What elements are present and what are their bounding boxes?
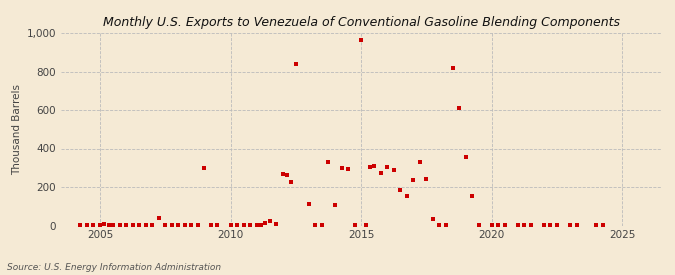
Point xyxy=(82,223,92,227)
Point xyxy=(199,166,210,170)
Point xyxy=(238,222,249,227)
Point xyxy=(212,223,223,227)
Point xyxy=(493,222,504,227)
Point xyxy=(512,223,523,227)
Point xyxy=(441,223,452,227)
Point xyxy=(402,194,412,199)
Point xyxy=(173,223,184,227)
Point xyxy=(526,223,537,227)
Point xyxy=(251,223,262,227)
Point xyxy=(304,202,315,206)
Point xyxy=(473,222,484,227)
Point xyxy=(153,216,164,221)
Point xyxy=(180,223,190,227)
Point xyxy=(265,219,275,224)
Point xyxy=(454,106,464,110)
Point xyxy=(545,223,556,227)
Point xyxy=(427,217,438,222)
Point xyxy=(395,188,406,192)
Point xyxy=(95,222,105,227)
Point xyxy=(565,223,576,227)
Point xyxy=(127,222,138,227)
Point xyxy=(114,223,125,227)
Point xyxy=(388,168,399,172)
Point xyxy=(329,202,340,207)
Point xyxy=(551,222,562,227)
Point xyxy=(192,223,203,227)
Text: Source: U.S. Energy Information Administration: Source: U.S. Energy Information Administ… xyxy=(7,263,221,272)
Point xyxy=(382,165,393,170)
Point xyxy=(343,166,354,171)
Point xyxy=(369,164,379,168)
Point xyxy=(597,223,608,227)
Point xyxy=(336,166,347,170)
Point xyxy=(356,37,367,42)
Point xyxy=(232,223,242,227)
Point xyxy=(317,223,327,227)
Point xyxy=(591,223,601,227)
Point xyxy=(519,222,530,227)
Point xyxy=(486,222,497,227)
Point xyxy=(75,223,86,227)
Point xyxy=(323,160,334,164)
Point xyxy=(260,220,271,225)
Point xyxy=(166,223,177,227)
Point xyxy=(121,223,132,227)
Point xyxy=(206,223,217,227)
Point xyxy=(447,65,458,70)
Point xyxy=(466,194,477,199)
Point xyxy=(186,223,196,227)
Point xyxy=(375,170,386,175)
Point xyxy=(310,222,321,227)
Point xyxy=(286,180,297,184)
Point xyxy=(99,222,110,226)
Point xyxy=(281,173,292,177)
Point xyxy=(140,223,151,227)
Point xyxy=(107,223,118,227)
Point xyxy=(349,223,360,227)
Y-axis label: Thousand Barrels: Thousand Barrels xyxy=(12,84,22,175)
Point xyxy=(256,222,267,227)
Point xyxy=(360,223,371,227)
Point xyxy=(290,62,301,66)
Point xyxy=(408,177,418,182)
Point xyxy=(146,223,157,227)
Point xyxy=(414,160,425,164)
Point xyxy=(364,164,375,169)
Point xyxy=(460,154,471,159)
Point xyxy=(277,172,288,177)
Point xyxy=(421,177,432,181)
Point xyxy=(134,223,144,227)
Point xyxy=(225,223,236,227)
Point xyxy=(245,222,256,227)
Point xyxy=(88,223,99,227)
Point xyxy=(160,223,171,227)
Point xyxy=(539,223,549,227)
Title: Monthly U.S. Exports to Venezuela of Conventional Gasoline Blending Components: Monthly U.S. Exports to Venezuela of Con… xyxy=(103,16,620,29)
Point xyxy=(571,223,582,227)
Point xyxy=(434,222,445,227)
Point xyxy=(500,222,510,227)
Point xyxy=(271,222,281,226)
Point xyxy=(103,222,114,227)
